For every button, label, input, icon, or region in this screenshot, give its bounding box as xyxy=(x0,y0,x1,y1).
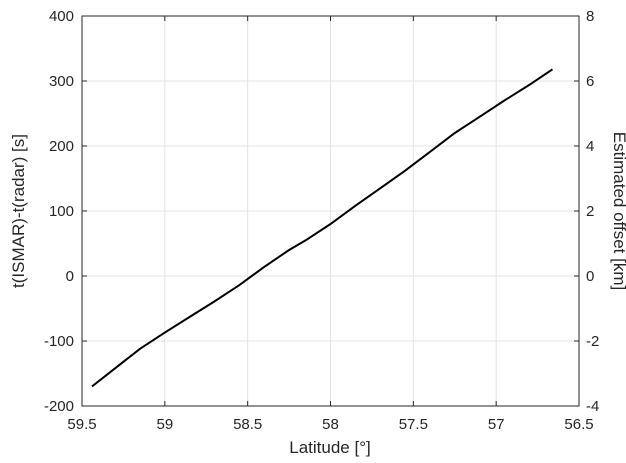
tick-labels: 59.5 59 58.5 58 57.5 57 56.5 -200 -100 0 100 200 300… xyxy=(44,8,599,433)
y-tick-label: 0 xyxy=(66,268,74,285)
y-right-tick-label: 6 xyxy=(586,73,594,90)
y-right-tick-label: -4 xyxy=(586,398,599,415)
x-tick-label: 59.5 xyxy=(67,416,96,433)
y-right-tick-label: -2 xyxy=(586,333,599,350)
y-tick-label: -200 xyxy=(44,398,74,415)
x-axis-title: Latitude [°] xyxy=(289,438,370,457)
x-tick-label: 57 xyxy=(488,416,505,433)
x-tick-label: 57.5 xyxy=(399,416,428,433)
y-tick-label: 200 xyxy=(49,138,74,155)
y-tick-label: 400 xyxy=(49,8,74,25)
y-tick-label: 100 xyxy=(49,203,74,220)
x-tick-label: 58.5 xyxy=(233,416,262,433)
y-right-tick-label: 2 xyxy=(586,203,594,220)
y-axis-title: t(ISMAR)-t(radar) [s] xyxy=(9,134,28,288)
x-tick-label: 59 xyxy=(156,416,173,433)
y-tick-label: 300 xyxy=(49,73,74,90)
y-right-tick-label: 0 xyxy=(586,268,594,285)
x-tick-label: 56.5 xyxy=(564,416,593,433)
y-axis-right-title: Estimated offset [km] xyxy=(610,132,626,290)
y-right-tick-label: 4 xyxy=(586,138,594,155)
y-right-tick-label: 8 xyxy=(586,8,594,25)
x-tick-label: 58 xyxy=(322,416,339,433)
plot-frame xyxy=(81,15,580,407)
series-line xyxy=(91,68,554,388)
y-tick-label: -100 xyxy=(44,333,74,350)
